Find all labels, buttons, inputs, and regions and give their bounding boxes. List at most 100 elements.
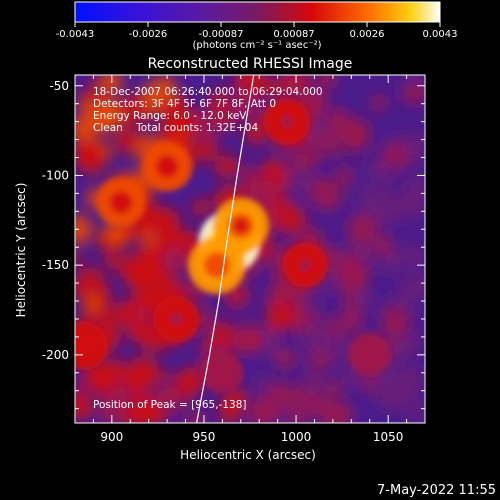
detectors-annotation: Detectors: 3F 4F 5F 6F 7F 8F, Att 0: [93, 98, 276, 110]
intensity-patch: [83, 142, 97, 155]
intensity-patch: [193, 107, 225, 139]
bright-region: [364, 349, 376, 361]
bright-region: [160, 159, 174, 174]
intensity-patch: [104, 317, 120, 332]
intensity-patch: [384, 380, 415, 411]
intensity-patch: [114, 127, 140, 154]
x-axis-ticks: 900 950 1000 1050: [74, 75, 426, 444]
intensity-patch: [226, 157, 239, 170]
colorbar-tick-label: 0.00087: [273, 29, 314, 40]
intensity-patch: [75, 375, 91, 391]
bright-region: [209, 257, 225, 273]
intensity-patch: [192, 198, 210, 217]
intensity-patch: [360, 374, 378, 392]
intensity-patch: [335, 337, 350, 352]
intensity-patch: [75, 284, 85, 299]
colorbar: [74, 1, 441, 23]
bright-region: [233, 218, 249, 234]
intensity-patch: [150, 75, 177, 103]
intensity-patch: [255, 373, 270, 388]
intensity-patch: [315, 75, 337, 89]
energy-annotation: Energy Range: 6.0 - 12.0 keV: [93, 110, 247, 122]
colorbar-tick-label: -0.0026: [129, 29, 168, 40]
colorbar-tick-label: 0.0043: [423, 29, 458, 40]
bright-region: [280, 115, 294, 128]
x-tick-label: 950: [192, 430, 215, 444]
intensity-patch: [157, 370, 170, 383]
intensity-patch: [325, 379, 343, 398]
intensity-patch: [208, 321, 237, 350]
intensity-patch: [401, 330, 424, 354]
intensity-patch: [127, 320, 149, 343]
heatmap-image: [75, 75, 425, 423]
intensity-patch: [289, 149, 313, 173]
bright-region: [170, 312, 183, 326]
intensity-patch: [257, 386, 271, 400]
intensity-patch: [141, 231, 156, 246]
intensity-patch: [124, 264, 152, 291]
intensity-patch: [160, 117, 183, 141]
intensity-patch: [277, 205, 306, 234]
bright-region: [216, 367, 229, 379]
intensity-patch: [318, 399, 351, 423]
time-range-annotation: 18-Dec-2007 06:26:40.000 to 06:29:04.000: [93, 86, 323, 98]
intensity-patch: [406, 402, 425, 422]
intensity-patch: [194, 137, 218, 162]
intensity-patch: [334, 166, 355, 186]
intensity-patch: [240, 165, 259, 184]
intensity-patch: [400, 136, 422, 158]
peak-position-annotation: Position of Peak = [965,-138]: [93, 399, 247, 411]
y-axis-label: Heliocentric Y (arcsec): [14, 183, 28, 318]
x-tick-label: 1000: [281, 430, 312, 444]
y-tick-label: -200: [42, 348, 69, 362]
intensity-patch: [329, 108, 342, 122]
intensity-patch: [382, 144, 403, 165]
intensity-patch: [350, 288, 374, 311]
colorbar-tick-label: -0.00087: [199, 29, 244, 40]
intensity-patch: [401, 243, 423, 264]
intensity-patch: [379, 248, 405, 275]
intensity-patch: [370, 94, 388, 112]
intensity-patch: [403, 84, 425, 106]
intensity-patch: [249, 333, 262, 346]
x-tick-label: 1050: [373, 430, 404, 444]
intensity-patch: [218, 400, 242, 423]
intensity-patch: [171, 103, 188, 120]
colorbar-tick-label: 0.0026: [350, 29, 385, 40]
intensity-patch: [104, 249, 124, 269]
intensity-patch: [336, 255, 365, 284]
intensity-patch: [332, 315, 346, 329]
intensity-patch: [75, 395, 93, 421]
intensity-patch: [267, 282, 290, 305]
intensity-patch: [253, 76, 274, 97]
intensity-patch: [98, 75, 123, 94]
y-axis-ticks: -50 -100 -150 -200: [42, 79, 425, 410]
intensity-patch: [403, 273, 425, 301]
intensity-patch: [299, 323, 327, 350]
intensity-patch: [86, 101, 116, 131]
colorbar-tick-label: -0.0043: [56, 29, 95, 40]
intensity-patch: [230, 291, 247, 308]
intensity-patch: [231, 91, 258, 118]
intensity-patch: [274, 347, 297, 370]
intensity-patch: [75, 251, 83, 265]
bright-region: [77, 339, 91, 353]
intensity-patch: [125, 397, 155, 423]
colorbar-unit-label: (photons cm⁻² s⁻¹ asec⁻²): [192, 40, 321, 51]
intensity-patch: [261, 158, 287, 185]
x-axis-label: Heliocentric X (arcsec): [180, 448, 316, 462]
intensity-patch: [302, 374, 326, 398]
intensity-patch: [356, 186, 382, 212]
intensity-patch: [113, 301, 137, 324]
intensity-patch: [381, 308, 410, 338]
footer-timestamp: 7-May-2022 11:55: [377, 483, 496, 498]
intensity-patch: [347, 213, 379, 245]
intensity-patch: [373, 235, 393, 256]
intensity-patch: [275, 404, 294, 423]
intensity-patch: [119, 94, 151, 127]
intensity-patch: [122, 367, 150, 394]
chart-title: Reconstructed RHESSI Image: [148, 56, 353, 72]
intensity-patch: [144, 98, 163, 116]
plot-frame: [74, 74, 426, 424]
intensity-patch: [349, 306, 362, 319]
